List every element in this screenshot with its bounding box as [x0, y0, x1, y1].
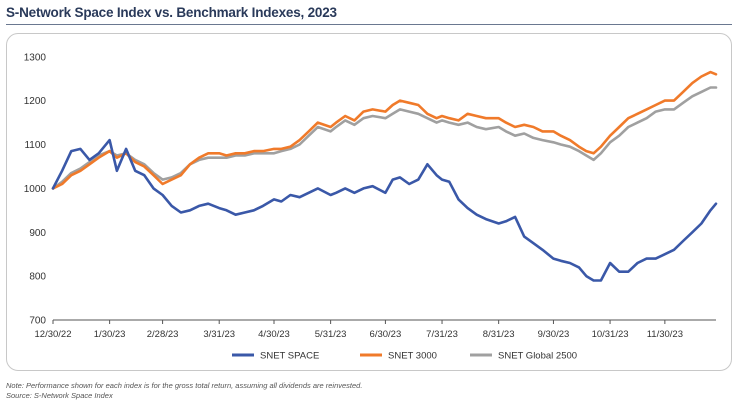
y-tick-label: 800	[29, 272, 46, 283]
x-tick-label: 8/31/23	[483, 329, 515, 340]
series-line-snet-space	[51, 138, 718, 282]
source-note: Source: S-Network Space Index	[6, 391, 113, 400]
y-tick-label: 1100	[24, 140, 46, 151]
title-rule	[6, 24, 732, 25]
y-tick-label: 900	[29, 228, 46, 239]
x-tick-label: 7/31/23	[426, 329, 458, 340]
legend-label: SNET 3000	[388, 351, 437, 362]
x-tick-label: 11/30/23	[647, 329, 683, 340]
x-tick-label: 9/30/23	[538, 329, 570, 340]
y-tick-label: 1000	[24, 184, 47, 195]
x-tick-label: 5/31/23	[315, 329, 347, 340]
y-tick-label: 700	[29, 316, 46, 327]
x-tick-label: 4/30/23	[258, 329, 290, 340]
footnote: Note: Performance shown for each index i…	[6, 381, 363, 390]
legend-label: SNET Global 2500	[498, 351, 577, 362]
x-tick-label: 6/30/23	[370, 329, 402, 340]
x-tick-label: 10/31/23	[592, 329, 629, 340]
legend-label: SNET SPACE	[260, 351, 319, 362]
chart-title: S-Network Space Index vs. Benchmark Inde…	[6, 5, 337, 20]
x-tick-label: 12/30/22	[35, 329, 72, 340]
series-line-snet-3000	[51, 70, 718, 190]
chart-frame	[6, 33, 732, 371]
x-tick-label: 2/28/23	[147, 329, 179, 340]
series-line-snet-global-2500	[51, 86, 718, 190]
x-tick-label: 3/31/23	[203, 329, 235, 340]
x-tick-label: 1/30/23	[94, 329, 126, 340]
y-tick-label: 1300	[24, 52, 47, 63]
y-tick-label: 1200	[24, 96, 47, 107]
